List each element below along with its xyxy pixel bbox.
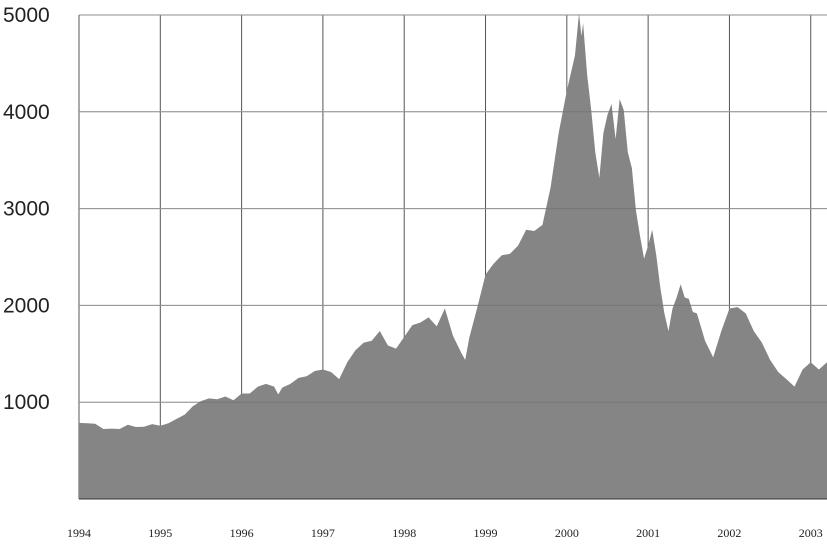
x-tick-label-1999: 1999: [474, 526, 498, 540]
x-tick-label-2000: 2000: [555, 526, 579, 540]
x-tick-label-1996: 1996: [230, 526, 254, 540]
x-tick-label-1994: 1994: [67, 526, 91, 540]
y-tick-labels: 1000 2000 3000 4000 5000: [3, 4, 50, 414]
x-tick-label-2002: 2002: [717, 526, 741, 540]
y-tick-label-1000: 1000: [3, 391, 50, 414]
x-tick-label-2001: 2001: [636, 526, 660, 540]
y-tick-label-5000: 5000: [3, 4, 50, 27]
series-area: [79, 13, 827, 499]
x-tick-label-1997: 1997: [311, 526, 335, 540]
x-tick-label-1998: 1998: [392, 526, 416, 540]
x-tick-label-1995: 1995: [148, 526, 172, 540]
x-tick-label-2003: 2003: [799, 526, 823, 540]
y-tick-label-4000: 4000: [3, 101, 50, 124]
x-tick-labels: 1994 1995 1996 1997 1998 1999 2000 2001 2002 2003: [67, 526, 823, 540]
horizontal-gridlines-overlay: [79, 14, 827, 403]
y-tick-label-3000: 3000: [3, 198, 50, 221]
y-tick-label-2000: 2000: [3, 294, 50, 317]
